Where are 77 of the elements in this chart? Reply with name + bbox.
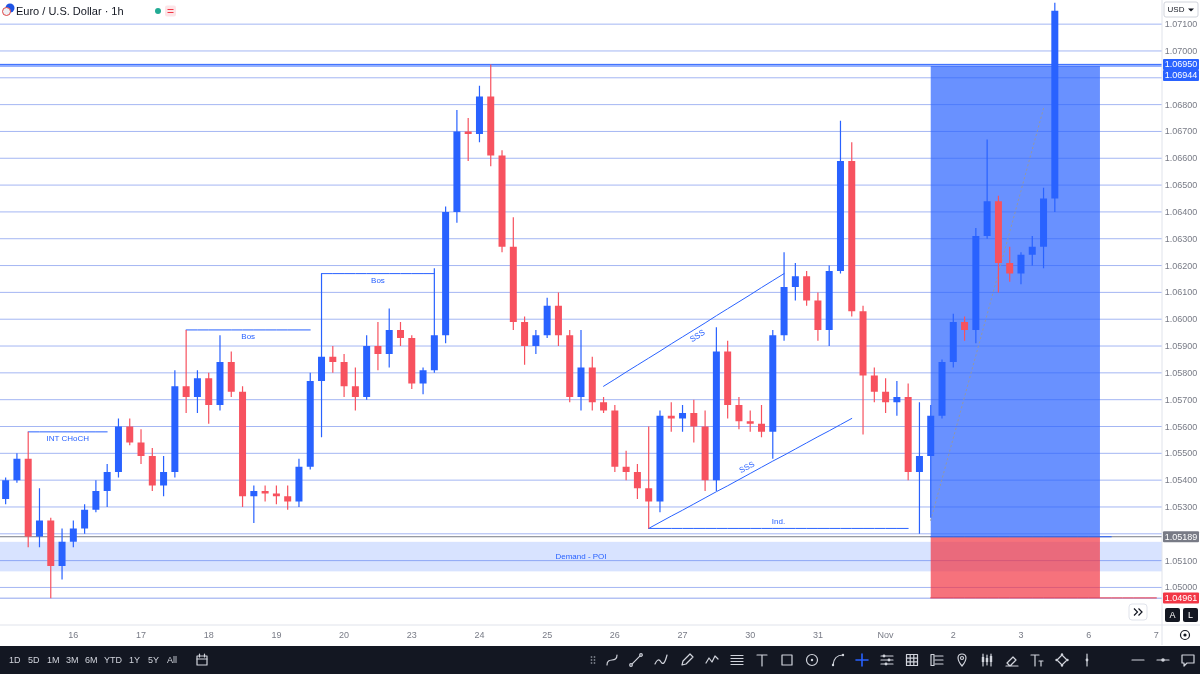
- x-tick-label: 25: [542, 630, 553, 640]
- series-label: Ind.: [771, 516, 786, 526]
- y-tick-label: 1.05100: [1164, 555, 1198, 566]
- text: 5Y: [148, 655, 160, 665]
- candlestick: [577, 329, 585, 411]
- band-label: Demand - POI: [555, 552, 607, 562]
- x-tick-label: 26: [609, 630, 620, 640]
- text: SSS: [737, 459, 757, 476]
- text: 5D: [28, 655, 41, 665]
- y-tick-label: 1.06700: [1164, 126, 1198, 137]
- text: YTD: [104, 655, 123, 665]
- text: 3M: [66, 655, 79, 665]
- y-tick-label: 1.05700: [1164, 394, 1198, 405]
- x-tick-label: 18: [203, 630, 214, 640]
- candlestick: [295, 458, 303, 507]
- y-tick-label: 1.07100: [1164, 19, 1198, 30]
- series-label: Bos: [371, 276, 385, 286]
- y-tick-label: 1.06300: [1164, 233, 1198, 244]
- data-label: 1.04961: [1164, 592, 1198, 603]
- x-tick-label: 2: [950, 630, 956, 640]
- x-tick-label: 20: [339, 630, 350, 640]
- x-tick-label: 6: [1086, 630, 1092, 640]
- candlestick: [419, 367, 427, 395]
- y-tick-label: 1.06600: [1164, 153, 1198, 164]
- candlestick: [814, 292, 822, 341]
- y-tick-label: 1.07000: [1164, 45, 1198, 56]
- x-tick-label: 31: [812, 630, 823, 640]
- candlestick: [1017, 252, 1025, 285]
- x-tick-label: 19: [271, 630, 282, 640]
- x-tick-label: 3: [1018, 630, 1024, 640]
- candlestick: [58, 528, 66, 580]
- y-tick-label: 1.05000: [1164, 582, 1198, 593]
- y-tick-label: 1.05900: [1164, 341, 1198, 352]
- text: 6M: [85, 655, 98, 665]
- y-tick-label: 1.05600: [1164, 421, 1198, 432]
- chart-title: Euro / U.S. Dollar · 1h: [16, 5, 124, 17]
- x-tick-label: 24: [474, 630, 485, 640]
- x-tick-label: 16: [68, 630, 79, 640]
- y-tick-label: 1.05400: [1164, 475, 1198, 486]
- candlestick: [137, 429, 145, 465]
- candlestick: [216, 335, 224, 411]
- candlestick: [453, 109, 461, 223]
- legend-label: 1.06944: [1164, 70, 1198, 81]
- text: 1Y: [129, 655, 141, 665]
- line-series: [930, 107, 1045, 521]
- toggle-button: L: [1183, 608, 1198, 622]
- series-label: INT CHoCH: [46, 434, 90, 444]
- x-tick-label: 27: [677, 630, 688, 640]
- candlestick: [701, 410, 709, 491]
- candlestick: [284, 485, 292, 510]
- y-tick-label: 1.06200: [1164, 260, 1198, 271]
- y-tick-label: 1.05800: [1164, 367, 1198, 378]
- y-tick-label: 1.06400: [1164, 206, 1198, 217]
- x-tick-label: 30: [745, 630, 756, 640]
- y-tick-label: 1.06500: [1164, 180, 1198, 191]
- candlestick: [859, 305, 867, 435]
- candlestick: [374, 321, 382, 371]
- x-tick-label: 23: [406, 630, 417, 640]
- text: All: [167, 655, 178, 665]
- series-label: Bos: [241, 332, 256, 342]
- ref-line-label: 1.06950: [1164, 59, 1198, 70]
- y-tick-label: 1.06800: [1164, 99, 1198, 110]
- text: 1M: [47, 655, 60, 665]
- candlestick: [340, 354, 348, 397]
- x-tick-label: 7: [1153, 630, 1159, 640]
- currency-dropdown: USD: [1163, 1, 1199, 18]
- text: 1D: [9, 655, 22, 665]
- x-tick-label: 17: [136, 630, 147, 640]
- text: SSS: [688, 327, 707, 344]
- y-tick-label: 1.06100: [1164, 287, 1198, 298]
- candlestick: [735, 397, 743, 430]
- y-tick-label: 1.05500: [1164, 448, 1198, 459]
- y-tick-label: 1.06000: [1164, 314, 1198, 325]
- toggle-button: A: [1165, 608, 1180, 622]
- y-tick-label: 1.05300: [1164, 501, 1198, 512]
- x-tick-label: Nov: [877, 630, 895, 640]
- ref-line-label: 1.05189: [1164, 531, 1198, 542]
